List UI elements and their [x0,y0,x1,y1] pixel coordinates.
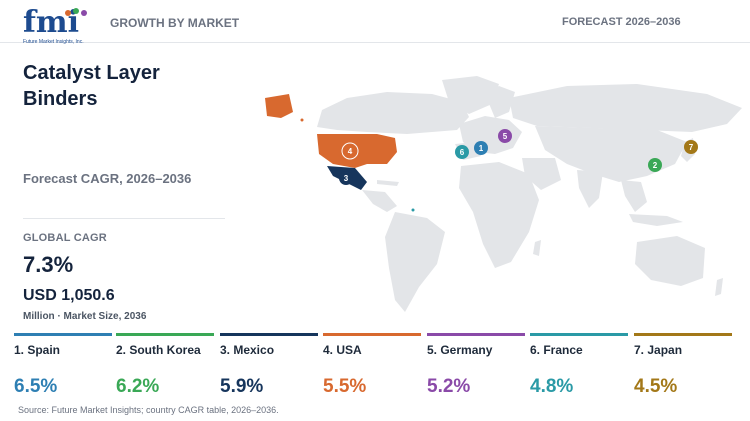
country-bar [323,333,421,336]
marker-label-spain: 1 [479,144,484,153]
country-name: 7. Japan [634,343,683,357]
country-cagr: 6.5% [14,376,58,397]
marker-france [455,145,469,159]
source-note: Source: Future Market Insights; country … [18,405,279,415]
marker-labels: 1 2 3 4 5 6 7 [344,132,694,183]
country-card-south-korea: 2. South Korea 6.2% [116,333,214,403]
country-card-germany: 5. Germany 5.2% [427,333,525,403]
country-bar [530,333,628,336]
country-card-spain: 1. Spain 6.5% [14,333,112,403]
marker-label-france: 6 [460,148,465,157]
marker-label-japan: 7 [689,143,694,152]
fmi-logo[interactable]: fmi Future Market Insights, Inc. [22,5,94,46]
country-cagr: 4.8% [530,376,574,397]
marker-germany [498,129,512,143]
country-bar [220,333,318,336]
page-title: Catalyst Layer Binders [23,62,160,110]
country-card-mexico: 3. Mexico 5.9% [220,333,318,403]
global-cagr-label: GLOBAL CAGR [23,232,107,244]
forecast-subtitle: Forecast CAGR, 2026–2036 [23,171,192,186]
country-name: 6. France [530,343,583,357]
market-size-value: USD 1,050.6 [23,287,115,304]
country-name: 2. South Korea [116,343,201,357]
marker-label-germany: 5 [503,132,508,141]
svg-text:Future Market Insights, Inc.: Future Market Insights, Inc. [23,39,84,45]
divider [23,218,225,219]
marker-spain [474,141,488,155]
country-cagr: 5.5% [323,376,367,397]
country-bar [14,333,112,336]
country-card-usa: 4. USA 5.5% [323,333,421,403]
country-bar [427,333,525,336]
country-card-japan: 7. Japan 4.5% [634,333,732,403]
svg-text:fmi: fmi [23,6,79,40]
market-size-unit: Million · Market Size, 2036 [23,311,147,322]
country-bar [116,333,214,336]
marker-mexico [339,171,353,185]
marker-japan [684,140,698,154]
world-map: 1 2 3 4 5 6 7 [265,76,742,312]
header-bar: fmi Future Market Insights, Inc. GROWTH … [0,0,750,46]
country-name: 4. USA [323,343,362,357]
marker-label-south-korea: 2 [653,161,658,170]
marker-label-mexico: 3 [344,174,349,183]
land-masses [317,76,742,312]
country-cagr: 6.2% [116,376,160,397]
country-cagr: 5.2% [427,376,471,397]
country-name: 5. Germany [427,343,493,357]
global-cagr-value: 7.3% [23,252,74,277]
country-card-france: 6. France 4.8% [530,333,628,403]
forecast-label: FORECAST 2026–2036 [562,16,681,28]
rank-markers [339,129,698,185]
marker-usa [341,142,359,160]
marker-south-korea [648,158,662,172]
marker-label-usa: 4 [348,147,353,156]
section-label: GROWTH BY MARKET [110,16,240,30]
country-bar [634,333,732,336]
country-cagr: 4.5% [634,376,678,397]
country-name: 3. Mexico [220,343,275,357]
country-cagr: 5.9% [220,376,264,397]
country-name: 1. Spain [14,343,61,357]
